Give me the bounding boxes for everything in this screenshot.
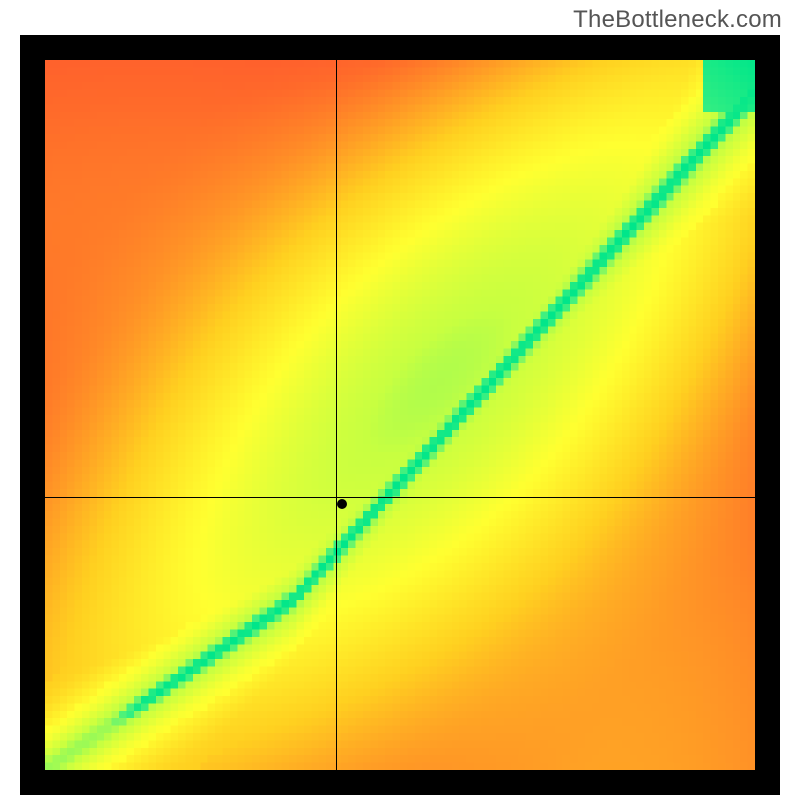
crosshair-vertical [336,35,337,795]
marker-point [337,499,347,509]
bottleneck-heatmap [45,60,755,770]
page-root: TheBottleneck.com [0,0,800,800]
crosshair-horizontal [20,497,780,498]
watermark-text: TheBottleneck.com [573,6,782,34]
chart-frame [20,35,780,795]
